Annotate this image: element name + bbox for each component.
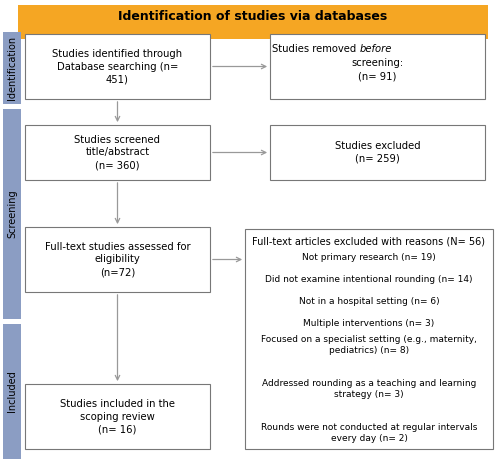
Text: Studies removed: Studies removed bbox=[272, 43, 360, 54]
FancyBboxPatch shape bbox=[18, 5, 488, 27]
FancyBboxPatch shape bbox=[25, 34, 210, 99]
FancyBboxPatch shape bbox=[25, 227, 210, 292]
FancyBboxPatch shape bbox=[3, 109, 21, 319]
Text: Did not examine intentional rounding (n= 14): Did not examine intentional rounding (n=… bbox=[265, 275, 473, 283]
Text: Included: Included bbox=[7, 371, 17, 412]
Text: screening:: screening: bbox=[352, 57, 404, 68]
Text: Multiple interventions (n= 3): Multiple interventions (n= 3) bbox=[304, 318, 434, 327]
Text: Not in a hospital setting (n= 6): Not in a hospital setting (n= 6) bbox=[298, 297, 440, 305]
FancyBboxPatch shape bbox=[270, 34, 485, 99]
Text: Full-text articles excluded with reasons (N= 56): Full-text articles excluded with reasons… bbox=[252, 236, 486, 246]
FancyBboxPatch shape bbox=[25, 125, 210, 180]
Text: before: before bbox=[360, 43, 392, 54]
Text: (n= 91): (n= 91) bbox=[358, 71, 397, 82]
Text: Identification of studies via databases: Identification of studies via databases bbox=[118, 9, 388, 22]
FancyBboxPatch shape bbox=[245, 229, 493, 449]
FancyBboxPatch shape bbox=[25, 384, 210, 449]
Text: Studies excluded
(n= 259): Studies excluded (n= 259) bbox=[334, 141, 420, 164]
Text: Focused on a specialist setting (e.g., maternity,
pediatrics) (n= 8): Focused on a specialist setting (e.g., m… bbox=[261, 335, 477, 355]
Text: Screening: Screening bbox=[7, 190, 17, 238]
FancyBboxPatch shape bbox=[3, 32, 21, 104]
Text: Full-text studies assessed for
eligibility
(n=72): Full-text studies assessed for eligibili… bbox=[44, 242, 191, 277]
FancyBboxPatch shape bbox=[3, 324, 21, 459]
Text: Not primary research (n= 19): Not primary research (n= 19) bbox=[302, 253, 436, 262]
Text: Studies screened
title/abstract
(n= 360): Studies screened title/abstract (n= 360) bbox=[74, 134, 160, 170]
Text: Identification: Identification bbox=[7, 36, 17, 100]
Text: Rounds were not conducted at regular intervals
every day (n= 2): Rounds were not conducted at regular int… bbox=[261, 423, 477, 443]
FancyBboxPatch shape bbox=[270, 125, 485, 180]
Text: Addressed rounding as a teaching and learning
strategy (n= 3): Addressed rounding as a teaching and lea… bbox=[262, 379, 476, 399]
Text: Studies included in the
scoping review
(n= 16): Studies included in the scoping review (… bbox=[60, 399, 175, 434]
FancyBboxPatch shape bbox=[18, 17, 488, 39]
Text: Studies identified through
Database searching (n=
451): Studies identified through Database sear… bbox=[52, 49, 182, 85]
